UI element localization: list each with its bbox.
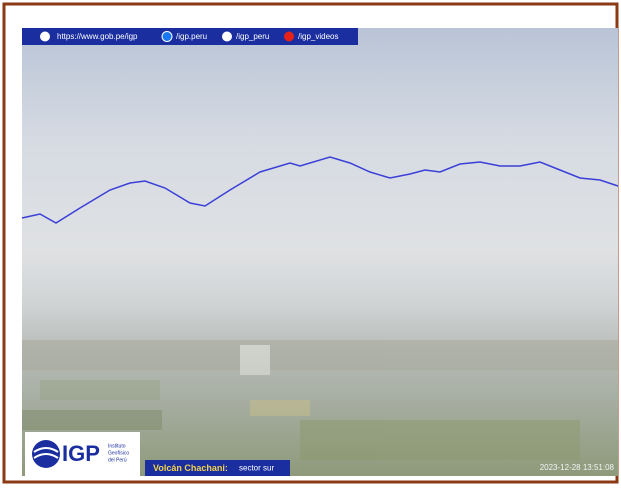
webcam-image — [22, 28, 618, 476]
caption-title: Volcán Chachani: — [153, 463, 228, 473]
x-link[interactable]: /igp_peru — [236, 32, 269, 41]
web-link[interactable]: https://www.gob.pe/igp — [57, 32, 138, 41]
facebook-icon — [162, 32, 172, 42]
timestamp: 2023-12-28 13:51:08 — [540, 463, 615, 472]
caption-subtitle: sector sur — [239, 464, 274, 473]
logo-subtitle: del Perú — [108, 457, 127, 463]
page: https://www.gob.pe/igp /igp.peru /igp_pe… — [0, 0, 621, 486]
logo-subtitle: Geofísico — [108, 450, 129, 456]
web-icon — [40, 32, 50, 42]
youtube-link[interactable]: /igp_videos — [298, 32, 338, 41]
webcam-frame: https://www.gob.pe/igp /igp.peru /igp_pe… — [0, 0, 621, 486]
facebook-link[interactable]: /igp.peru — [176, 32, 207, 41]
x-icon — [222, 32, 232, 42]
logo-subtitle: Instituto — [108, 443, 126, 449]
logo-name: IGP — [62, 441, 100, 466]
youtube-icon — [284, 32, 294, 42]
